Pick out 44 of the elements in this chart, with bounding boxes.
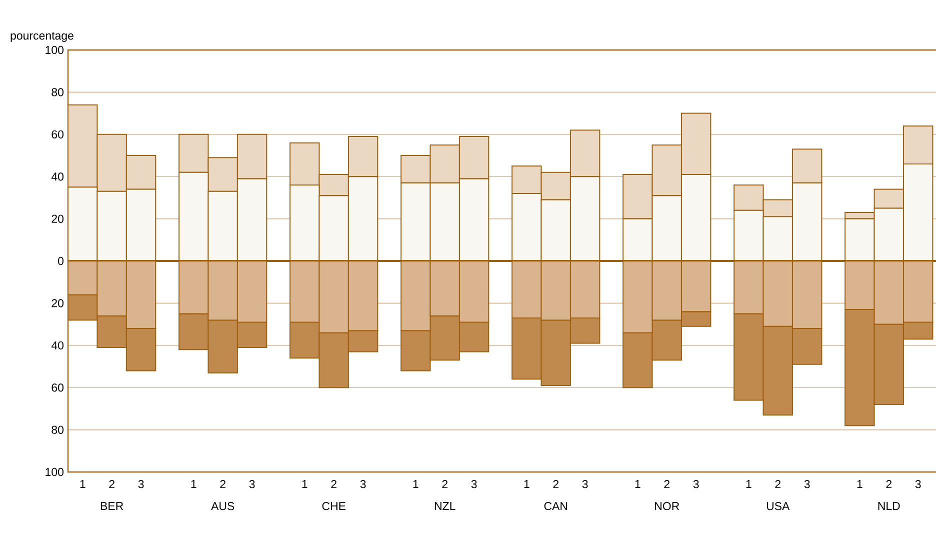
y-tick-label: 0 [58, 256, 64, 266]
x-tick-label: 2 [109, 480, 114, 488]
x-tick-label: 1 [302, 480, 308, 488]
y-axis-title: pourcentage [10, 32, 74, 42]
text: CAN [544, 502, 568, 510]
text: NLD [878, 502, 900, 510]
x-tick-label: 3 [804, 480, 810, 488]
text: BER [100, 502, 124, 510]
y-tick-label: 40 [51, 341, 64, 350]
x-tick-label: 2 [664, 480, 670, 488]
x-tick-label: 3 [915, 480, 921, 488]
x-tick-label: 2 [331, 480, 336, 488]
x-tick-label: 2 [553, 480, 558, 488]
x-tick-label: 3 [693, 480, 699, 488]
x-tick-label: 2 [886, 480, 892, 488]
y-tick-label: 40 [51, 172, 64, 181]
x-tick-label: 2 [442, 480, 448, 488]
y-tick-label: 100 [46, 46, 64, 54]
x-tick-label: 3 [471, 480, 477, 488]
x-tick-label: 2 [220, 480, 226, 488]
x-tick-label: 1 [635, 480, 640, 488]
x-tick-label: 3 [360, 480, 366, 488]
y-tick-label: 60 [52, 130, 64, 138]
y-tick-label: 60 [52, 384, 64, 392]
x-tick-label: 3 [249, 480, 255, 488]
x-tick-label: 1 [524, 480, 530, 488]
x-tick-label: 1 [857, 480, 862, 488]
y-tick-label: 80 [52, 88, 64, 96]
x-tick-label: 1 [191, 480, 196, 488]
y-tick-label: 100 [46, 468, 64, 476]
text: NOR [655, 502, 680, 510]
x-tick-label: 2 [775, 480, 780, 488]
text: USA [766, 502, 790, 510]
x-tick-label: 3 [582, 480, 588, 488]
y-tick-label: 20 [52, 299, 64, 308]
text: CHE [322, 502, 346, 510]
y-tick-label: 20 [52, 214, 64, 223]
x-tick-label: 3 [138, 480, 144, 488]
x-tick-label: 1 [80, 480, 86, 488]
text: AUS [211, 502, 234, 510]
x-tick-label: 1 [746, 480, 752, 488]
y-tick-label: 80 [52, 426, 64, 434]
x-tick-label: 1 [413, 480, 418, 488]
text: NZL [434, 502, 456, 510]
